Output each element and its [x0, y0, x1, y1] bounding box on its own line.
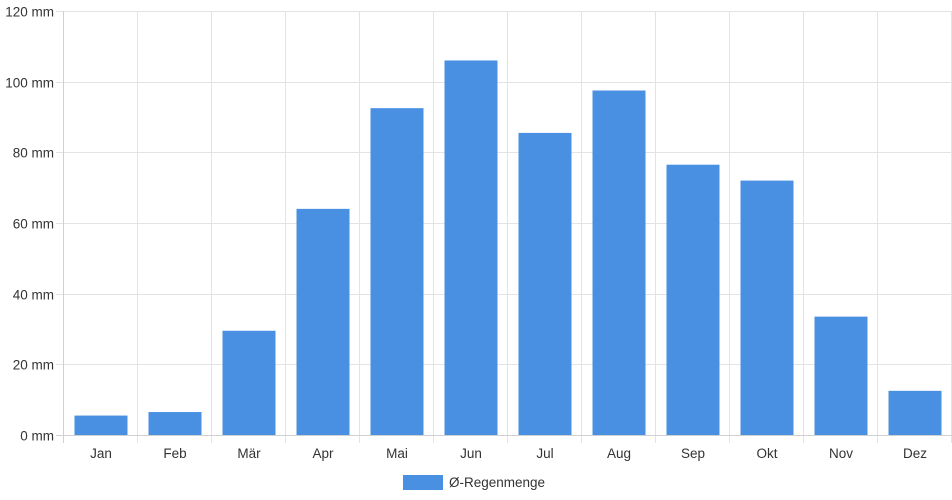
- bar[interactable]: [518, 132, 572, 435]
- legend-swatch: [403, 475, 443, 490]
- bar[interactable]: [444, 60, 498, 435]
- x-tick-label: Apr: [312, 446, 334, 461]
- bar[interactable]: [74, 415, 128, 435]
- x-tick-label: Nov: [829, 446, 853, 461]
- bar[interactable]: [814, 316, 868, 435]
- bar[interactable]: [888, 390, 942, 435]
- y-tick-label: 60 mm: [13, 217, 54, 232]
- x-tick-label: Feb: [163, 446, 186, 461]
- x-tick-label: Dez: [903, 446, 927, 461]
- x-tick-label: Sep: [681, 446, 705, 461]
- y-tick-label: 80 mm: [13, 146, 54, 161]
- y-tick-label: 20 mm: [13, 358, 54, 373]
- x-axis-ticks: Jan Feb Mär Apr Mai Jun Jul Aug Sep Okt Nov Dez: [90, 446, 927, 461]
- legend-label: Ø-Regenmenge: [449, 475, 545, 490]
- y-tick-label: 0 mm: [20, 429, 54, 444]
- bar[interactable]: [592, 90, 646, 436]
- x-tick-label: Jan: [90, 446, 112, 461]
- y-tick-label: 40 mm: [13, 288, 54, 303]
- axes: [56, 11, 952, 443]
- bars: [74, 60, 942, 436]
- y-tick-label: 120 mm: [5, 5, 54, 20]
- bar[interactable]: [296, 208, 350, 435]
- x-tick-label: Mär: [237, 446, 261, 461]
- x-tick-label: Jun: [460, 446, 482, 461]
- x-tick-label: Okt: [756, 446, 777, 461]
- bar[interactable]: [148, 412, 202, 435]
- bar[interactable]: [370, 108, 424, 436]
- bar[interactable]: [666, 164, 720, 435]
- y-axis-ticks: 0 mm 20 mm 40 mm 60 mm 80 mm 100 mm 120 mm: [5, 5, 54, 444]
- bar[interactable]: [740, 180, 794, 435]
- x-tick-label: Jul: [536, 446, 553, 461]
- legend[interactable]: Ø-Regenmenge: [403, 475, 545, 490]
- x-tick-label: Aug: [607, 446, 631, 461]
- x-tick-label: Mai: [386, 446, 408, 461]
- y-tick-label: 100 mm: [5, 76, 54, 91]
- bar[interactable]: [222, 330, 276, 435]
